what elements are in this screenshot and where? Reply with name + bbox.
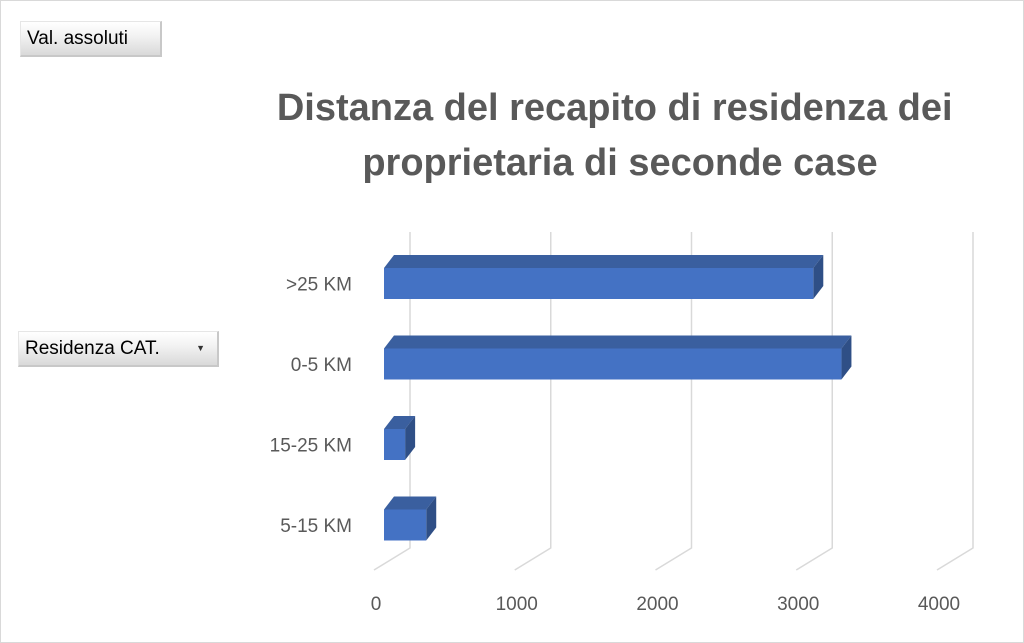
category-label: 15-25 KM: [270, 436, 352, 457]
bar-front-face: [384, 348, 842, 380]
x-tick-label: 1000: [496, 594, 538, 615]
bar: [384, 496, 437, 541]
bar-top-face: [384, 335, 852, 349]
chart-title-line-1: Distanza del recapito di residenza dei: [277, 87, 953, 129]
chart-title-line-2: proprietaria di seconde case: [362, 142, 877, 184]
category-label: 0-5 KM: [291, 355, 352, 376]
row-field-button[interactable]: Residenza CAT. ▼: [18, 331, 219, 367]
bar-side-face: [405, 416, 416, 460]
category-label: 5-15 KM: [280, 516, 352, 537]
bar-top-face: [384, 255, 824, 268]
gridline: [936, 232, 974, 571]
bar-side-face: [841, 335, 852, 380]
values-field-button[interactable]: Val. assoluti: [20, 21, 162, 57]
bar-top-face: [384, 496, 437, 510]
chart-title: Distanza del recapito di residenza dei p…: [277, 87, 963, 184]
bars: [384, 255, 852, 541]
bar-front-face: [384, 509, 427, 541]
bar-front-face: [384, 268, 814, 299]
bar: [384, 335, 852, 380]
category-label: >25 KM: [286, 275, 352, 296]
bar: [384, 416, 416, 460]
dropdown-arrow-icon[interactable]: ▼: [196, 343, 205, 353]
x-tick-label: 4000: [918, 594, 960, 615]
bar-side-face: [813, 255, 824, 299]
x-tick-label: 3000: [777, 594, 819, 615]
bar-side-face: [426, 496, 437, 541]
x-tick-label: 0: [371, 594, 382, 615]
bar: [384, 255, 824, 299]
values-field-label: Val. assoluti: [27, 27, 129, 49]
bar-front-face: [384, 429, 406, 460]
category-labels: >25 KM 0-5 KM 15-25 KM 5-15 KM: [270, 275, 352, 538]
row-field-label: Residenza CAT.: [25, 337, 160, 359]
bar-top-face: [384, 416, 416, 429]
x-axis-tick-labels: 0 1000 2000 3000 4000: [371, 594, 960, 615]
x-tick-label: 2000: [636, 594, 678, 615]
